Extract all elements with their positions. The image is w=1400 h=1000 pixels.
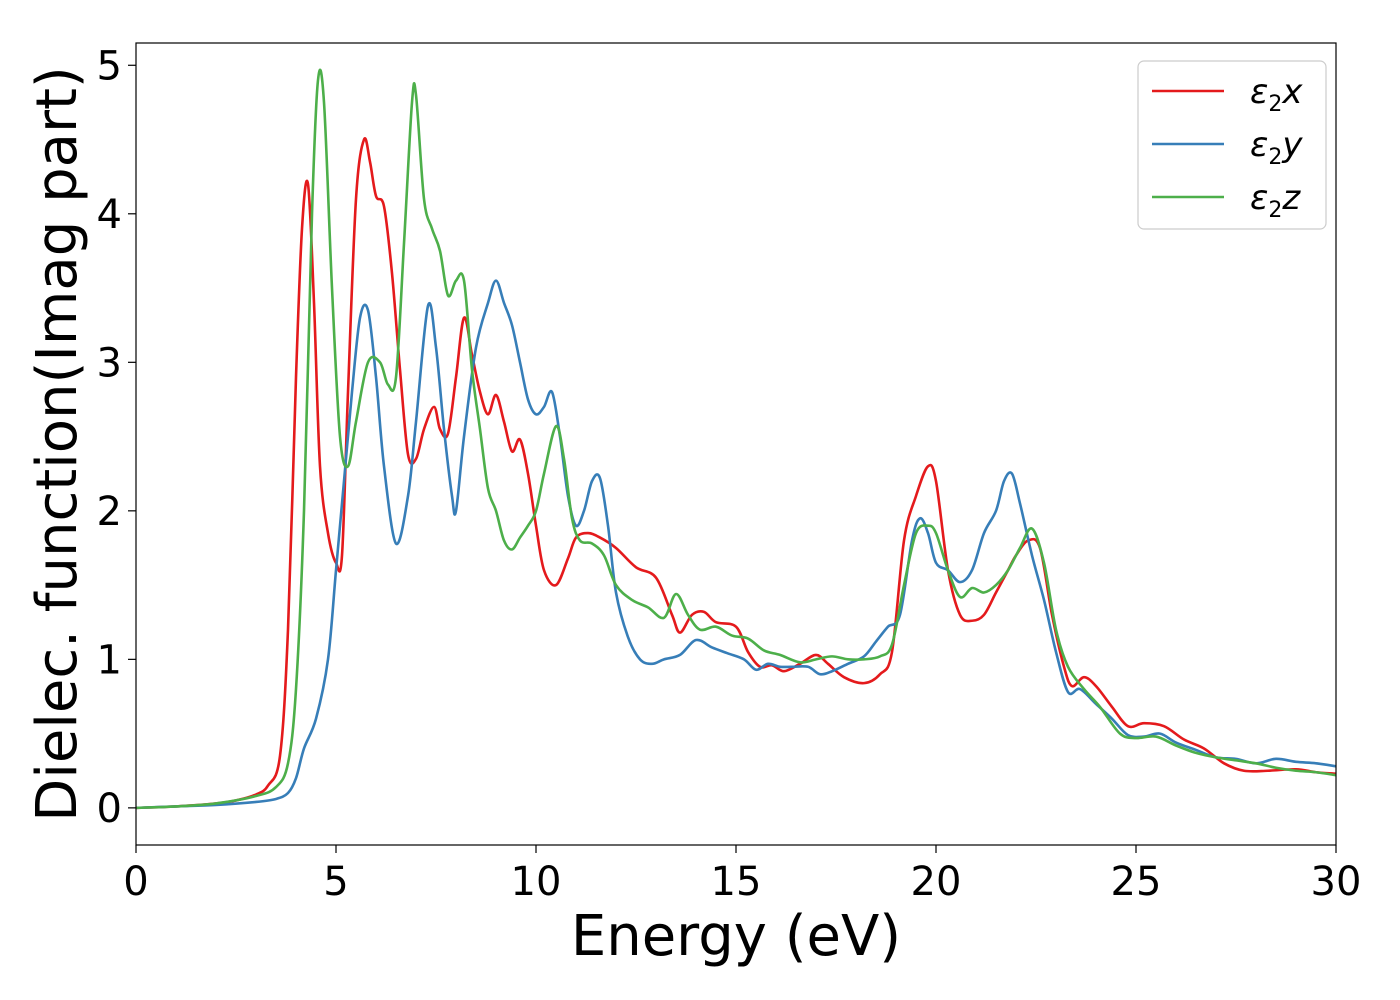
y-tick-label: 3 [97,340,122,386]
series-layer [136,68,1336,810]
x-tick-label: 10 [511,859,562,905]
series-line-z [136,68,1336,810]
y-tick-label: 5 [97,43,122,89]
legend: ε2x ε2y ε2z [1137,60,1327,230]
legend-label: ε2y [1250,125,1303,170]
y-axis-title: Dielec. function(Imag part) [25,66,90,822]
x-tick-label: 15 [711,859,762,905]
legend-box [1137,60,1327,230]
x-tick-label: 5 [323,859,348,905]
series-line-y [136,279,1336,810]
x-tick-label: 0 [123,859,148,905]
y-tick-label: 4 [97,192,122,238]
y-tick-label: 1 [97,637,122,683]
legend-label: ε2x [1250,72,1303,117]
x-tick-label: 20 [911,859,962,905]
x-tick-label: 30 [1311,859,1362,905]
tick-layer: 0 5 10 15 20 25 30 0 1 2 3 4 5 [97,43,1362,905]
legend-label: ε2z [1250,178,1301,223]
x-tick-label: 25 [1111,859,1162,905]
y-tick-label: 0 [97,786,122,832]
x-axis-title: Energy (eV) [571,904,901,969]
y-tick-label: 2 [97,489,122,535]
